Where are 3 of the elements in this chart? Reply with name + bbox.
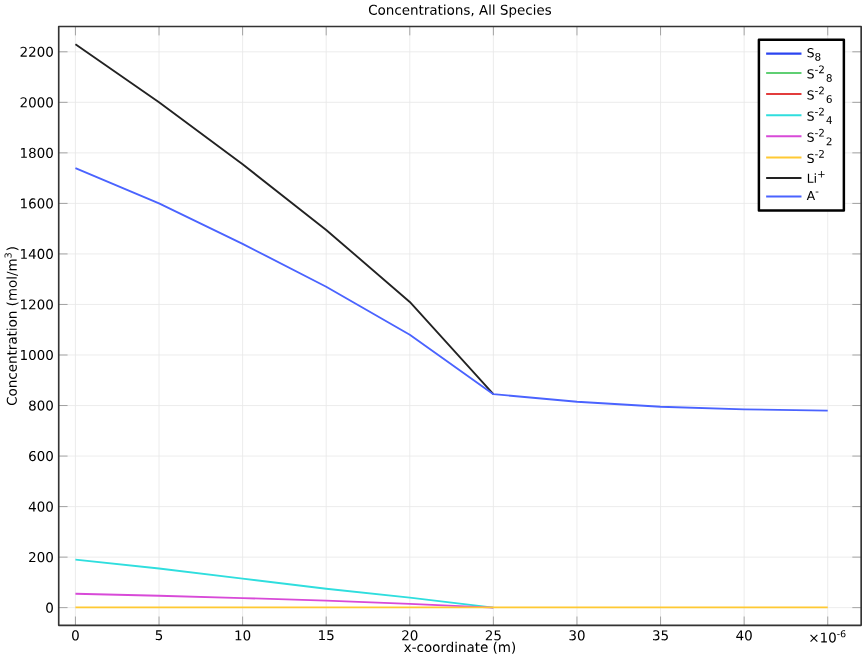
line-series (74, 43, 495, 396)
line-series (74, 592, 495, 609)
line-series (74, 167, 829, 412)
